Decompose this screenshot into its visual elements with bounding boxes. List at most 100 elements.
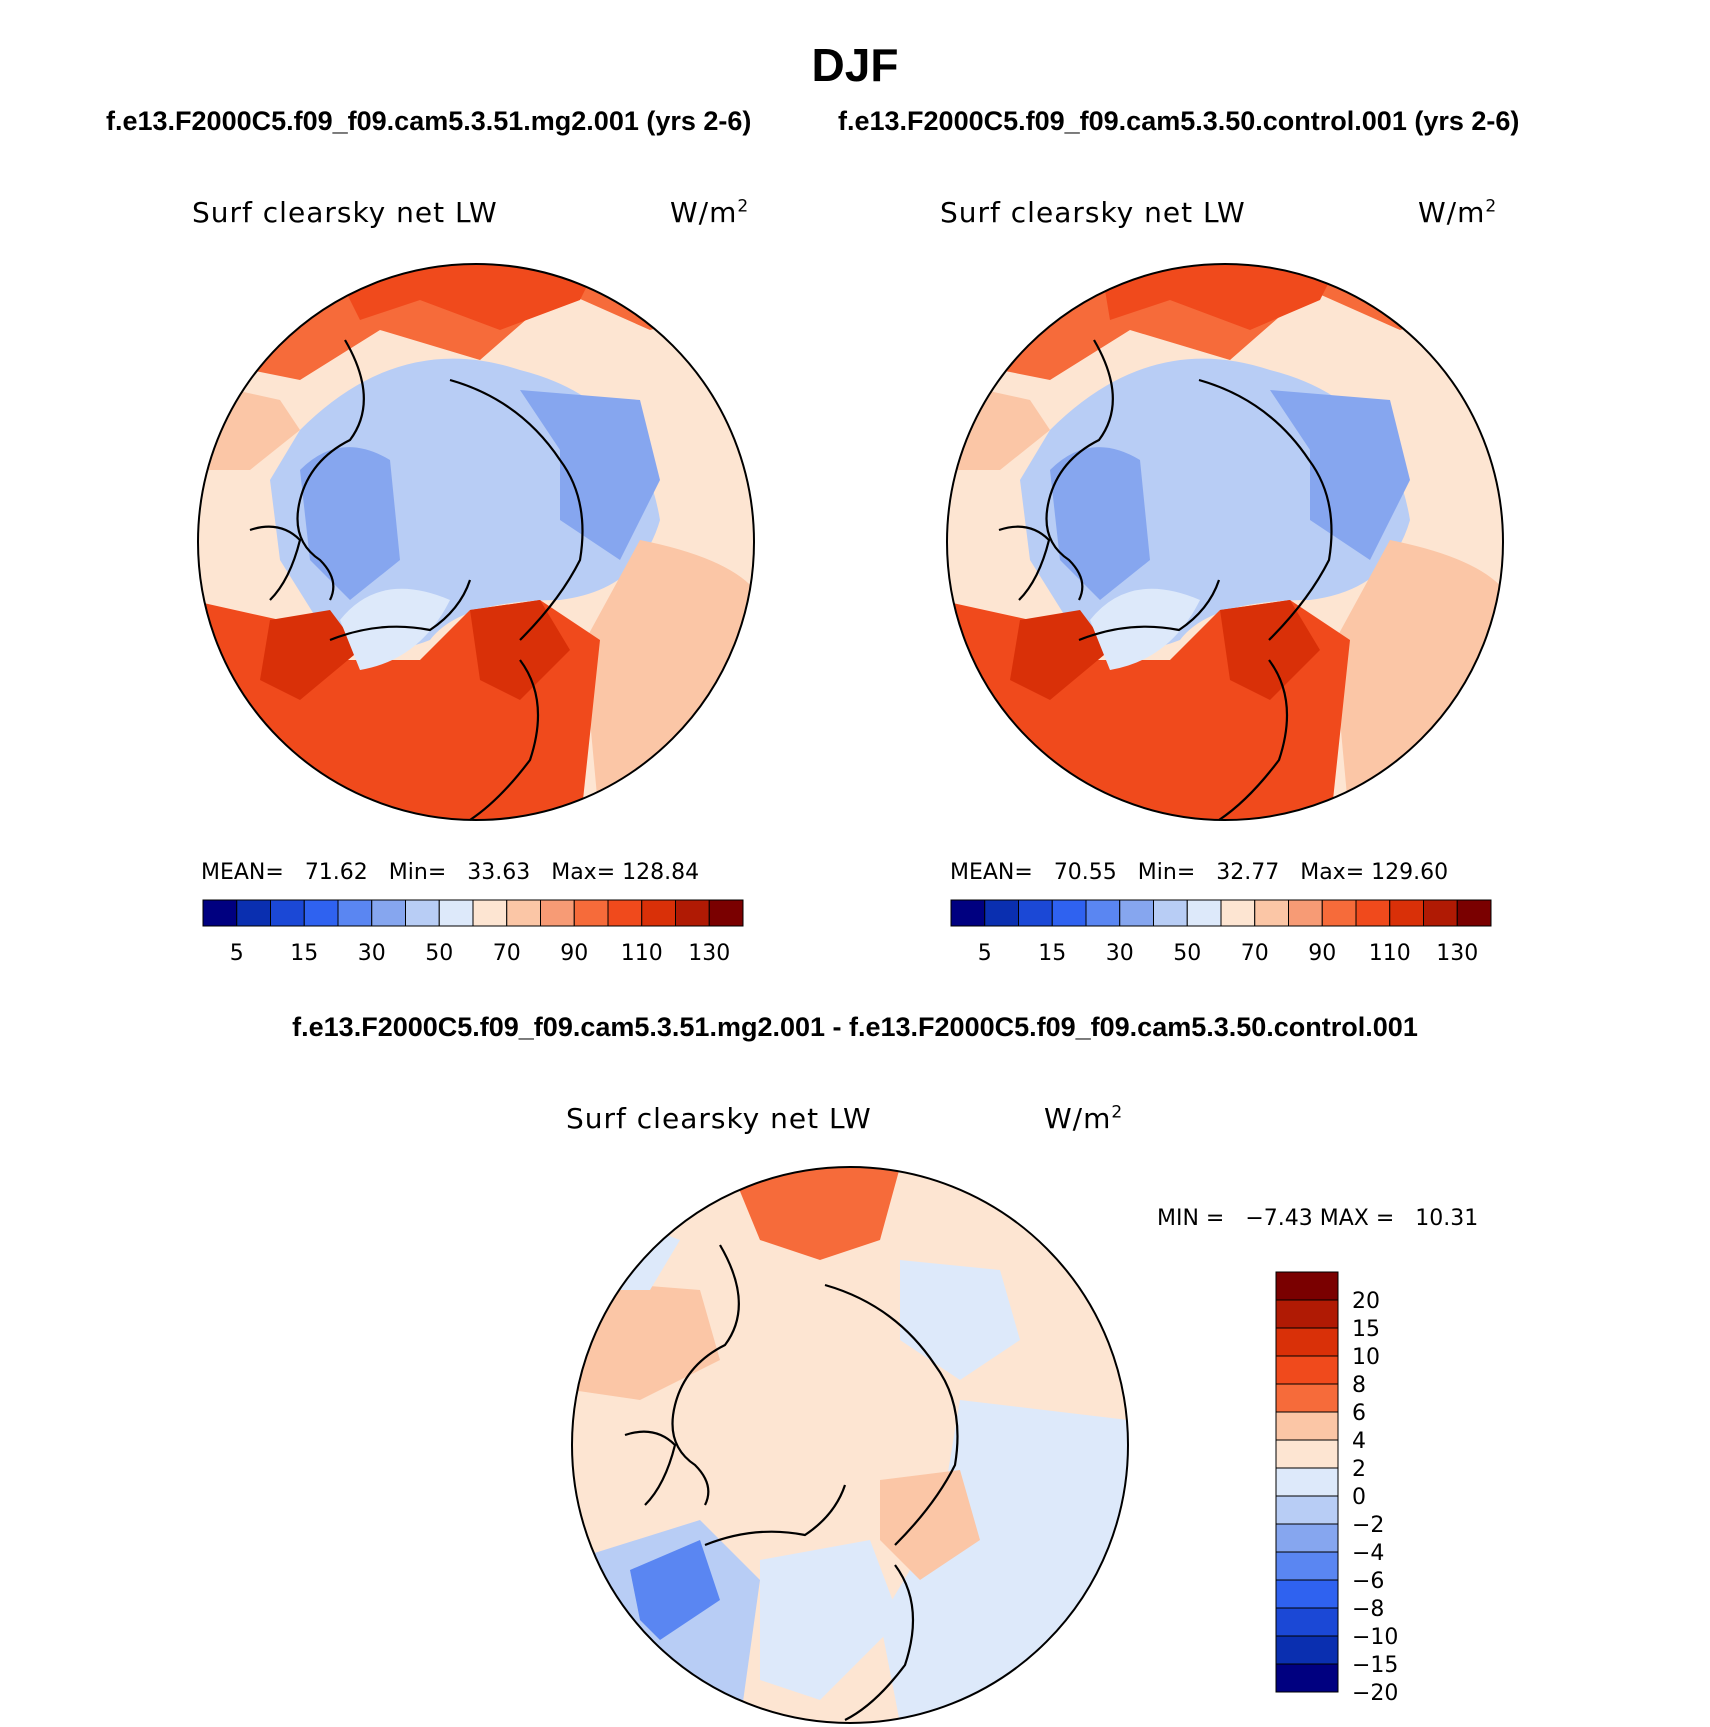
case1-title: f.e13.F2000C5.f09_f09.cam5.3.51.mg2.001 … bbox=[106, 106, 752, 136]
panel2-colorbar-tick-label: 30 bbox=[1106, 941, 1134, 966]
panel3-max-value: 10.31 bbox=[1415, 1206, 1479, 1231]
panel3-colorbar-box bbox=[1275, 1635, 1339, 1665]
panel2-colorbar-box bbox=[1254, 899, 1289, 927]
panel1-colorbar-tick-label: 15 bbox=[290, 941, 318, 966]
panel2-colorbar-box bbox=[1018, 899, 1053, 927]
panel2-field-pacific-max bbox=[1100, 264, 1340, 330]
panel1-map-border bbox=[197, 263, 755, 821]
panel2-stats: MEAN= 70.55 Min= 32.77 Max= 129.60 bbox=[950, 860, 1448, 885]
panel1-colorbar-box bbox=[506, 899, 541, 927]
panel1-colorbar-tick-label: 30 bbox=[358, 941, 386, 966]
panel2-colorbar-tick-label: 15 bbox=[1038, 941, 1066, 966]
panel3-colorbar-box bbox=[1275, 1607, 1339, 1637]
panel2-colorbar-tick-label: 130 bbox=[1436, 941, 1478, 966]
panel2-map-border bbox=[946, 263, 1504, 821]
panel1-min-label: Min= bbox=[388, 860, 447, 885]
panel2-colorbar-box bbox=[1220, 899, 1256, 927]
panel2-mean-value: 70.55 bbox=[1053, 860, 1117, 885]
panel3-colorbar-tick-label: −20 bbox=[1352, 1681, 1398, 1706]
panel1-min-value: 33.63 bbox=[467, 860, 531, 885]
panel3-colorbar-tick-label: −6 bbox=[1352, 1569, 1384, 1594]
figure-season-title: DJF bbox=[811, 39, 899, 91]
panel3-field-siberia-cool bbox=[900, 1260, 1020, 1380]
panel2-units-exp: 2 bbox=[1485, 196, 1498, 217]
panel1-colorbar-box bbox=[708, 899, 744, 927]
panel1-variable-label: Surf clearsky net LW bbox=[192, 196, 498, 229]
panel3-colorbar-tick-label: 15 bbox=[1352, 1317, 1380, 1342]
panel1-colorbar-box bbox=[641, 899, 676, 927]
panel1-mean-label: MEAN= bbox=[201, 860, 284, 885]
panel3-stats: MIN = −7.43 MAX = 10.31 bbox=[1157, 1206, 1478, 1231]
panel1-field-pacific-max bbox=[330, 264, 600, 330]
panel2-colorbar-box bbox=[1288, 899, 1323, 927]
panel2-field-norway-sea bbox=[1220, 600, 1320, 700]
panel2-field-labrador bbox=[1010, 610, 1110, 700]
panel2-colorbar-box bbox=[1051, 899, 1087, 927]
panel2-colorbar-box bbox=[1186, 899, 1222, 927]
panel3-colorbar-box bbox=[1275, 1467, 1339, 1497]
panel1-colorbar-tick-label: 90 bbox=[560, 941, 588, 966]
panel3-field-greenland-sea bbox=[760, 1540, 900, 1700]
panel3-min-label: MIN = bbox=[1157, 1206, 1225, 1231]
panel1-field-norway-sea bbox=[470, 600, 570, 700]
panel2-colorbar-tick-label: 5 bbox=[978, 941, 992, 966]
panel3-colorbar-box bbox=[1275, 1495, 1339, 1525]
panel3-units-label: W/m2 bbox=[1044, 1102, 1123, 1135]
panel2-units-label: W/m2 bbox=[1418, 196, 1497, 229]
panel1-max-value: 128.84 bbox=[622, 860, 700, 885]
panel1-colorbar-box bbox=[303, 899, 339, 927]
panel3-colorbar-box bbox=[1275, 1355, 1339, 1385]
panel3-colorbar-box bbox=[1275, 1383, 1339, 1413]
panel2-field-siberia-cold bbox=[1270, 390, 1410, 560]
panel2-colorbar-tick-label: 90 bbox=[1308, 941, 1336, 966]
panel2-colorbar-tick-label: 110 bbox=[1369, 941, 1411, 966]
panel3-colorbar-tick-label: −8 bbox=[1352, 1597, 1384, 1622]
panel3-colorbar-tick-label: 2 bbox=[1352, 1457, 1366, 1482]
panel1-colorbar-box bbox=[607, 899, 643, 927]
panel2-units-base: W/m bbox=[1418, 196, 1486, 229]
panel1-map bbox=[197, 263, 755, 821]
panel3-colorbar-box bbox=[1275, 1411, 1339, 1441]
panel1-colorbar-box bbox=[371, 899, 406, 927]
panel2-colorbar-box bbox=[1321, 899, 1357, 927]
case2-title: f.e13.F2000C5.f09_f09.cam5.3.50.control.… bbox=[838, 106, 1520, 136]
panel1-colorbar: 5 15 30 50 70 90 110 130 bbox=[202, 899, 744, 966]
panel3-colorbar-box bbox=[1275, 1271, 1339, 1301]
panel3-colorbar-tick-label: 10 bbox=[1352, 1345, 1380, 1370]
panel3-colorbar-box bbox=[1275, 1579, 1339, 1609]
panel2-colorbar-tick-label: 50 bbox=[1173, 941, 1201, 966]
panel1-field-greenland bbox=[340, 588, 450, 670]
panel3-units-exp: 2 bbox=[1111, 1102, 1124, 1123]
panel3-min-value: −7.43 bbox=[1245, 1206, 1313, 1231]
panel3-units-base: W/m bbox=[1044, 1102, 1112, 1135]
panel3-field-alaska-warm bbox=[572, 1280, 720, 1400]
panel3-colorbar-tick-label: 20 bbox=[1352, 1289, 1380, 1314]
panel1-colorbar-box bbox=[236, 899, 271, 927]
panel2-variable-label: Surf clearsky net LW bbox=[940, 196, 1246, 229]
panel3-colorbar-box bbox=[1275, 1663, 1339, 1693]
panel1-field-siberia-cold bbox=[520, 390, 660, 560]
panel3-map-border bbox=[571, 1166, 1129, 1724]
panel1-units-base: W/m bbox=[670, 196, 738, 229]
panel1-colorbar-tick-label: 130 bbox=[688, 941, 730, 966]
panel1-colorbar-tick-label: 110 bbox=[621, 941, 663, 966]
panel2-max-label: Max= bbox=[1300, 860, 1365, 885]
panel3-colorbar-box bbox=[1275, 1299, 1339, 1329]
panel1-colorbar-box bbox=[270, 899, 305, 927]
panel3-max-label: MAX = bbox=[1319, 1206, 1395, 1231]
panel2-colorbar-box bbox=[1456, 899, 1492, 927]
panel3-colorbar-tick-label: −15 bbox=[1352, 1653, 1398, 1678]
panel3-colorbar-tick-label: 4 bbox=[1352, 1429, 1366, 1454]
panel2-coastlines bbox=[998, 339, 1333, 821]
panel1-colorbar-tick-label: 50 bbox=[425, 941, 453, 966]
panel1-colorbar-box bbox=[438, 899, 474, 927]
panel2-colorbar-box bbox=[1355, 899, 1391, 927]
panel1-colorbar-box bbox=[202, 899, 238, 927]
panel1-colorbar-box bbox=[405, 899, 440, 927]
panel2-colorbar-box bbox=[984, 899, 1019, 927]
panel3-variable-label: Surf clearsky net LW bbox=[566, 1102, 872, 1135]
panel1-colorbar-box bbox=[337, 899, 373, 927]
panel2-mean-label: MEAN= bbox=[950, 860, 1033, 885]
